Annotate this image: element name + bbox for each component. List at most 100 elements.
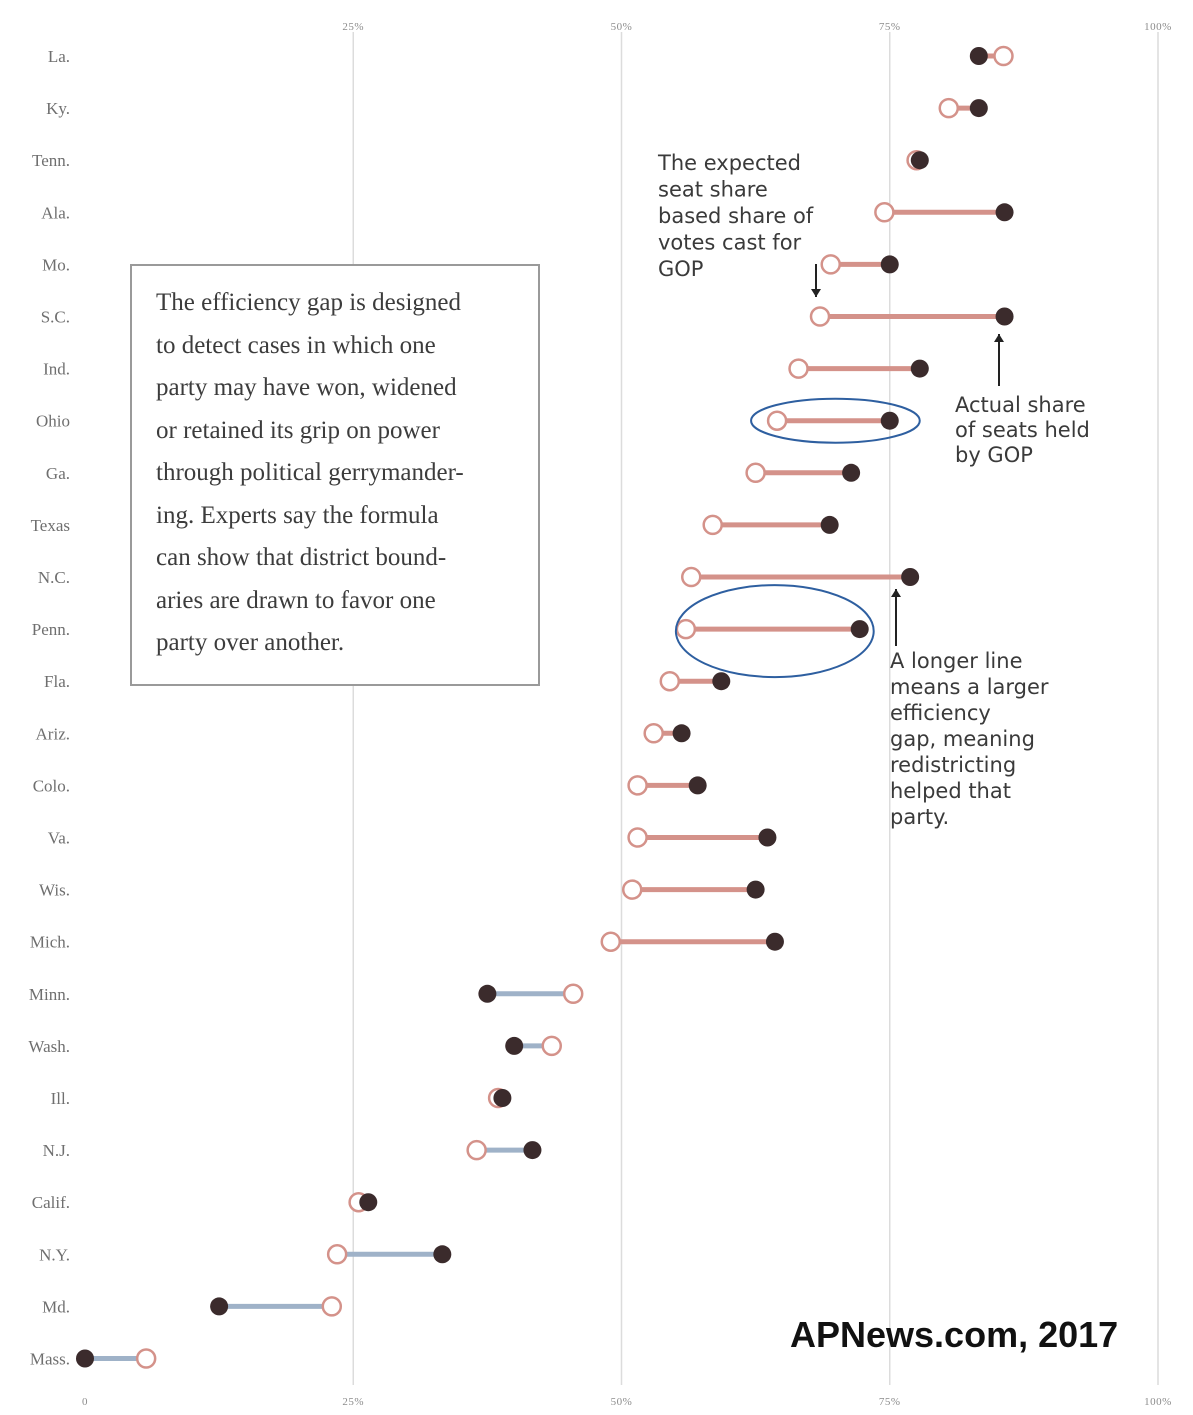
info-box-text: The efficiency gap is designed to detect… [156, 289, 464, 656]
state-label: Texas [31, 516, 70, 535]
actual-point [995, 203, 1014, 222]
expected-point [600, 931, 622, 952]
state-label: Colo. [33, 776, 70, 795]
x-tick-bottom: 75% [879, 1396, 901, 1408]
actual-point [76, 1349, 94, 1368]
expected-point [643, 723, 664, 744]
expected-point [621, 879, 643, 900]
highlight-ellipse [750, 397, 921, 444]
actual-point [478, 984, 497, 1003]
expected-share-note: The expected seat share based share of vote… [657, 151, 814, 281]
state-label: N.Y. [39, 1245, 70, 1264]
actual-point [765, 932, 784, 951]
actual-point [433, 1245, 452, 1264]
actual-point [969, 99, 988, 118]
expected-point [680, 566, 702, 588]
annotations: The expected seat share based share of vote… [657, 151, 1090, 829]
state-label: Ala. [41, 203, 70, 222]
state-label: Ariz. [36, 724, 70, 743]
state-label: Md. [42, 1297, 70, 1316]
actual-point [850, 620, 869, 639]
state-label: La. [48, 47, 70, 66]
axis-ticks: 25% 50% 75% 100% 0 25% 50% 75% 100% [82, 21, 1172, 1408]
state-label: Va. [48, 829, 70, 848]
actual-point [746, 880, 765, 899]
expected-point [938, 97, 960, 119]
x-tick-bottom: 0 [82, 1396, 88, 1408]
state-label: Mass. [30, 1350, 70, 1369]
expected-point [675, 618, 697, 640]
expected-point [788, 358, 809, 379]
actual-point [359, 1193, 378, 1212]
expected-point [809, 306, 831, 327]
actual-point [910, 359, 929, 378]
expected-point [541, 1035, 563, 1057]
state-label: Ky. [46, 99, 70, 118]
x-tick-top: 75% [879, 21, 901, 33]
actual-point [969, 47, 988, 65]
expected-point [702, 514, 723, 536]
state-label: Wash. [28, 1037, 70, 1056]
actual-point [880, 255, 899, 274]
actual-point [688, 776, 707, 795]
actual-point [712, 672, 731, 691]
x-tick-top: 100% [1144, 21, 1172, 33]
actual-point [505, 1036, 524, 1055]
actual-point [842, 463, 861, 482]
expected-arrow-head [811, 289, 821, 297]
expected-point [766, 410, 788, 431]
state-label: Tenn. [32, 151, 70, 170]
state-label: Ind. [43, 360, 70, 379]
x-tick-bottom: 25% [342, 1396, 364, 1408]
actual-point [901, 568, 920, 586]
highlight-ellipses [674, 397, 921, 679]
expected-point [562, 983, 584, 1005]
state-label: Penn. [32, 620, 70, 639]
state-label: Wis. [39, 881, 70, 900]
expected-point [993, 45, 1014, 67]
state-label: S.C. [41, 308, 70, 327]
dumbbells [76, 45, 1014, 1369]
state-label: N.C. [38, 568, 70, 587]
expected-point [659, 670, 681, 692]
highlight-ellipse [674, 584, 875, 679]
actual-point [820, 515, 839, 534]
expected-point [627, 827, 648, 848]
actual-point [210, 1297, 229, 1316]
expected-point [627, 775, 648, 796]
state-label: Fla. [44, 672, 70, 691]
x-tick-bottom: 100% [1144, 1396, 1172, 1408]
x-tick-top: 50% [611, 21, 633, 33]
expected-point [135, 1348, 157, 1369]
state-label: N.J. [43, 1141, 70, 1160]
actual-point [995, 307, 1014, 326]
state-label: Ill. [51, 1089, 70, 1108]
expected-point [326, 1244, 348, 1265]
actual-point [672, 724, 691, 743]
state-label: Ohio [36, 412, 70, 431]
actual-share-note: Actual share of seats held by GOP [955, 393, 1090, 467]
x-tick-top: 25% [342, 21, 364, 33]
state-labels: La. Ky. Tenn. Ala. Mo. S.C. Ind. Ohio Ga. Texas N.… [28, 47, 70, 1369]
x-tick-bottom: 50% [611, 1396, 633, 1408]
expected-point [820, 254, 841, 275]
state-label: Mich. [30, 933, 70, 952]
source-credit: APNews.com, 2017 [790, 1314, 1119, 1355]
actual-point [880, 411, 899, 430]
expected-point [745, 462, 766, 484]
longer-line-note: A longer line means a larger efficiency gap… [890, 649, 1049, 829]
actual-point [523, 1141, 542, 1160]
expected-point [874, 202, 895, 223]
state-label: Ga. [46, 464, 70, 483]
actual-point [758, 828, 777, 847]
expected-point [321, 1296, 343, 1317]
actual-point [910, 151, 929, 170]
info-box: The efficiency gap is designed to detect… [130, 264, 540, 686]
state-label: Mo. [42, 255, 70, 274]
actual-arrow-head [994, 334, 1004, 342]
line-note-arrow-head [891, 589, 901, 597]
state-label: Calif. [32, 1193, 70, 1212]
actual-point [493, 1089, 512, 1107]
